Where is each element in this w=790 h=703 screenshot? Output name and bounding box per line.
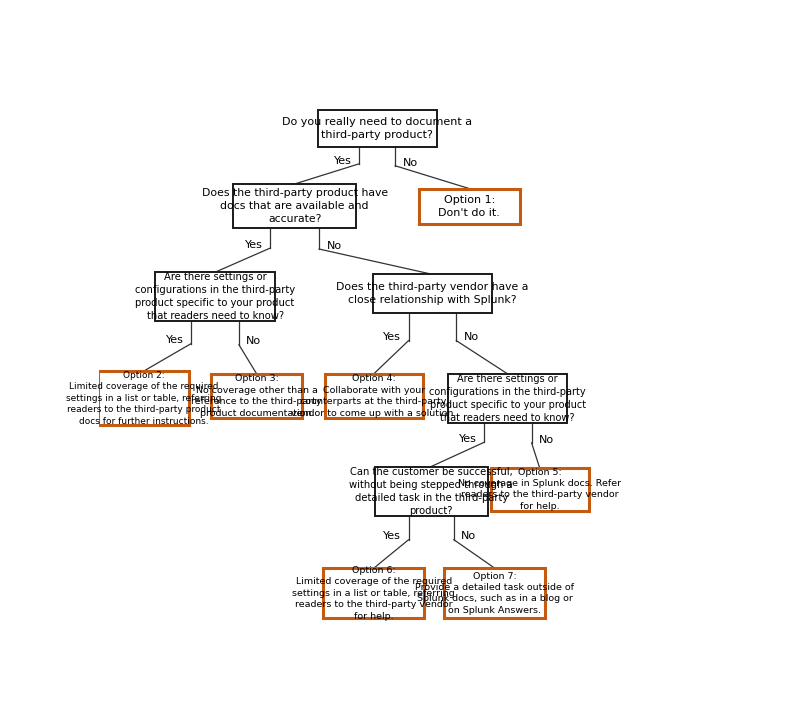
- Text: Yes: Yes: [459, 434, 476, 444]
- FancyBboxPatch shape: [212, 374, 302, 418]
- Text: No: No: [326, 241, 341, 251]
- Text: No: No: [464, 332, 479, 342]
- Text: Option 4:
Collaborate with your
counterparts at the third-party
vendor to come u: Option 4: Collaborate with your counterp…: [291, 375, 457, 418]
- Text: Does the third-party product have
docs that are available and
accurate?: Does the third-party product have docs t…: [201, 188, 388, 224]
- FancyBboxPatch shape: [448, 374, 567, 423]
- Text: Yes: Yes: [334, 156, 352, 166]
- FancyBboxPatch shape: [373, 274, 492, 314]
- Text: Yes: Yes: [383, 332, 401, 342]
- FancyBboxPatch shape: [419, 188, 520, 224]
- FancyBboxPatch shape: [318, 110, 437, 147]
- Text: No: No: [461, 531, 476, 541]
- Text: No: No: [403, 158, 418, 168]
- Text: Yes: Yes: [383, 531, 401, 541]
- Text: Can the customer be successful,
without being stepped through a
detailed task in: Can the customer be successful, without …: [349, 467, 513, 515]
- Text: Do you really need to document a
third-party product?: Do you really need to document a third-p…: [282, 117, 472, 140]
- Text: No: No: [246, 336, 261, 346]
- FancyBboxPatch shape: [491, 467, 589, 511]
- FancyBboxPatch shape: [156, 272, 275, 321]
- Text: Yes: Yes: [166, 335, 184, 345]
- FancyBboxPatch shape: [323, 568, 424, 618]
- Text: Option 1:
Don't do it.: Option 1: Don't do it.: [438, 195, 500, 217]
- FancyBboxPatch shape: [444, 568, 545, 618]
- Text: Option 3:
No coverage other than a
reference to the third-party
product document: Option 3: No coverage other than a refer…: [191, 375, 322, 418]
- Text: No: No: [539, 435, 554, 445]
- Text: Yes: Yes: [245, 240, 263, 250]
- FancyBboxPatch shape: [98, 371, 189, 425]
- FancyBboxPatch shape: [325, 374, 423, 418]
- Text: Are there settings or
configurations in the third-party
product specific to your: Are there settings or configurations in …: [135, 272, 295, 321]
- Text: Option 6:
Limited coverage of the required
settings in a list or table, referrin: Option 6: Limited coverage of the requir…: [292, 566, 455, 621]
- Text: Are there settings or
configurations in the third-party
product specific to your: Are there settings or configurations in …: [430, 374, 586, 423]
- Text: Option 2:
Limited coverage of the required
settings in a list or table, referrin: Option 2: Limited coverage of the requir…: [66, 371, 221, 426]
- Text: Does the third-party vendor have a
close relationship with Splunk?: Does the third-party vendor have a close…: [337, 283, 529, 305]
- Text: Option 7:
Provide a detailed task outside of
Splunk docs, such as in a blog or
o: Option 7: Provide a detailed task outsid…: [416, 572, 574, 615]
- FancyBboxPatch shape: [234, 184, 356, 228]
- Text: Option 5:
No coverage in Splunk docs. Refer
readers to the third-party vendor
fo: Option 5: No coverage in Splunk docs. Re…: [458, 467, 621, 511]
- FancyBboxPatch shape: [374, 467, 488, 516]
